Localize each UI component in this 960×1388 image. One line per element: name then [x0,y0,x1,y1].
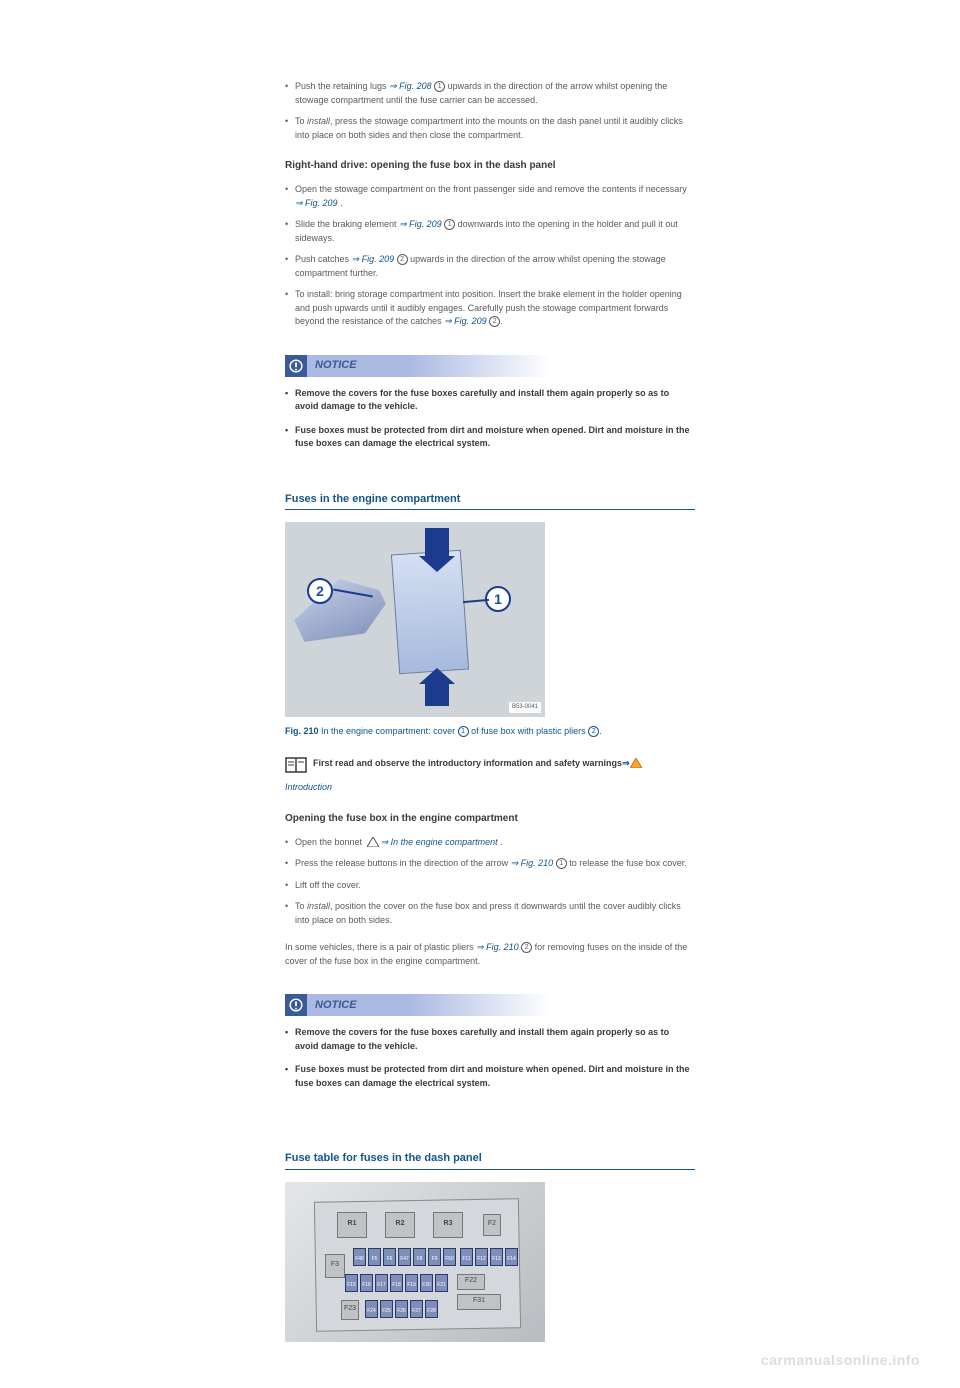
fuse-row: F15F16F17F18F19F20F21 [345,1274,448,1292]
figure-210: 2 1 B53-0041 [285,522,545,717]
fuse: F2 [483,1214,501,1236]
read-first-text: First read and observe the introductory … [313,758,622,768]
fig-ref[interactable]: ⇒ Fig. 209 [444,316,487,326]
notice-item: Remove the covers for the fuse boxes car… [285,387,695,414]
notice-label: NOTICE [315,997,357,1014]
bullet-item: Push catches ⇒ Fig. 209 2 upwards in the… [285,253,695,280]
notice-list: Remove the covers for the fuse boxes car… [285,387,695,451]
notice-item: Fuse boxes must be protected from dirt a… [285,1063,695,1090]
notice-item: Remove the covers for the fuse boxes car… [285,1026,695,1053]
pliers-paragraph: In some vehicles, there is a pair of pla… [285,941,695,968]
engine-comp-link[interactable]: ⇒ In the engine compartment [381,837,498,847]
notice-bar: NOTICE [285,355,695,377]
bullet-item: To install, position the cover on the fu… [285,900,695,927]
opening-heading: Opening the fuse box in the engine compa… [285,811,695,826]
watermark: carmanualsonline.info [761,1352,920,1368]
fuse: F22 [457,1274,485,1290]
circled-num: 1 [434,81,445,92]
circled-num: 1 [444,219,455,230]
document-page: Push the retaining lugs ⇒ Fig. 208 1 upw… [0,0,960,1388]
intro-bullets: Push the retaining lugs ⇒ Fig. 208 1 upw… [285,80,695,142]
bullet-item: To install: bring storage compartment in… [285,288,695,329]
fuse-row: F11F12F13F14 [460,1248,518,1266]
notice-label: NOTICE [315,357,357,374]
section-heading-engine: Fuses in the engine compartment [285,491,695,511]
fig-ref[interactable]: ⇒ Fig. 209 [399,219,442,229]
fuse: F31 [457,1294,501,1310]
fig-ref[interactable]: ⇒ Fig. 210 [511,858,554,868]
fig-ref[interactable]: ⇒ Fig. 209 [352,254,395,264]
relay: R3 [433,1212,463,1238]
rhd-heading: Right-hand drive: opening the fuse box i… [285,158,695,173]
circled-num: 1 [556,858,567,869]
fuse: F3 [325,1254,345,1278]
bonnet-triangle-icon [367,837,379,847]
circled-num: 2 [489,316,500,327]
notice-bar: NOTICE [285,994,695,1016]
circled-num: 2 [397,254,408,265]
notice-icon [285,994,307,1016]
bullet-item: Press the release buttons in the directi… [285,857,695,871]
introduction-link[interactable]: Introduction [285,781,695,795]
bullet-item: Open the bonnet ⇒ In the engine compartm… [285,836,695,850]
relay: R2 [385,1212,415,1238]
notice-list: Remove the covers for the fuse boxes car… [285,1026,695,1090]
fuse: F23 [341,1300,359,1320]
fig-ref[interactable]: ⇒ Fig. 209 [295,198,338,208]
section-heading-table: Fuse table for fuses in the dash panel [285,1150,695,1170]
read-first-block: First read and observe the introductory … [285,757,695,778]
figure-fuse-panel: R1 R2 R3 F2 F3 F40F5F6F47F8F9F50 F11F12F… [285,1182,545,1342]
figure-code: B53-0041 [509,702,541,713]
bullet-item: Push the retaining lugs ⇒ Fig. 208 1 upw… [285,80,695,107]
rhd-bullets: Open the stowage compartment on the fron… [285,183,695,329]
open-bullets: Open the bonnet ⇒ In the engine compartm… [285,836,695,928]
figure-caption: Fig. 210 In the engine compartment: cove… [285,725,695,739]
notice-icon [285,355,307,377]
bullet-item: Lift off the cover. [285,879,695,893]
bullet-item: To install, press the stowage compartmen… [285,115,695,142]
book-icon [285,757,307,778]
fuse-row: F40F5F6F47F8F9F50 [353,1248,456,1266]
bullet-item: Open the stowage compartment on the fron… [285,183,695,210]
main-content: Push the retaining lugs ⇒ Fig. 208 1 upw… [285,80,695,1342]
notice-item: Fuse boxes must be protected from dirt a… [285,424,695,451]
circled-num: 2 [521,942,532,953]
fuse-row: F24F25F26F27F28 [365,1300,438,1318]
fig-ref[interactable]: ⇒ Fig. 208 [389,81,432,91]
bullet-item: Slide the braking element ⇒ Fig. 209 1 d… [285,218,695,245]
relay: R1 [337,1212,367,1238]
callout-2: 2 [307,578,333,604]
fig-ref[interactable]: ⇒ Fig. 210 [476,942,519,952]
warning-triangle-icon [630,758,642,768]
